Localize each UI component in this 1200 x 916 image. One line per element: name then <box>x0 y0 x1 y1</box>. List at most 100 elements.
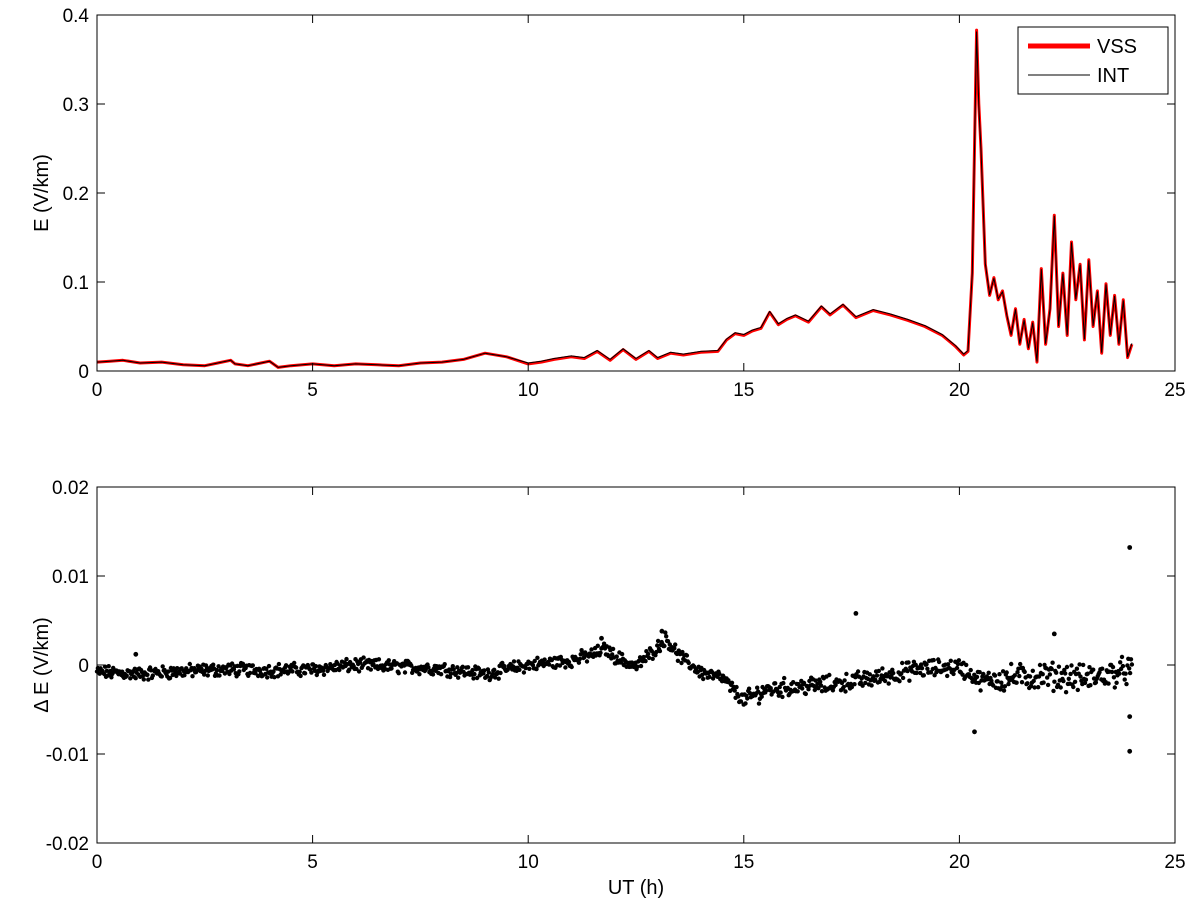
scatter-point <box>563 665 568 670</box>
scatter-point <box>368 667 373 672</box>
scatter-point <box>302 671 308 676</box>
scatter-point <box>664 634 669 639</box>
scatter-point <box>931 657 936 663</box>
scatter-point <box>1093 680 1099 685</box>
scatter-point <box>936 659 942 665</box>
scatter-point <box>955 661 961 667</box>
scatter-point <box>1072 679 1078 684</box>
scatter-point <box>1030 668 1036 673</box>
scatter-point <box>945 662 951 667</box>
scatter-point <box>995 679 1000 684</box>
scatter-point <box>1062 667 1067 673</box>
bottom-x-tick-label: 0 <box>92 852 103 873</box>
scatter-point <box>214 667 219 673</box>
scatter-point <box>707 674 712 680</box>
scatter-point <box>655 638 661 644</box>
scatter-point <box>778 690 783 695</box>
scatter-point <box>841 684 846 690</box>
scatter-point <box>729 680 735 685</box>
scatter-point <box>981 671 986 677</box>
scatter-point <box>276 661 282 667</box>
series-line-int <box>96 31 1133 368</box>
scatter-point <box>756 701 762 706</box>
scatter-point <box>237 669 242 674</box>
top-y-tick-label: 0.3 <box>63 95 89 116</box>
scatter-point <box>745 696 750 701</box>
legend-box <box>1017 26 1169 95</box>
scatter-point <box>389 666 394 671</box>
scatter-point <box>986 670 991 675</box>
scatter-point <box>880 666 885 671</box>
scatter-point <box>472 671 477 677</box>
scatter-point <box>999 680 1004 685</box>
legend-label-int: INT <box>1097 65 1129 87</box>
scatter-point <box>1122 677 1127 682</box>
scatter-point <box>1000 669 1006 674</box>
scatter-point <box>272 675 277 680</box>
scatter-point <box>492 675 498 680</box>
scatter-point <box>925 666 930 671</box>
scatter-point <box>1019 680 1025 685</box>
scatter-point <box>460 664 465 669</box>
scatter-point <box>133 676 138 681</box>
scatter-point <box>646 655 652 661</box>
scatter-point <box>426 665 431 670</box>
scatter-point <box>1032 685 1037 690</box>
scatter-point <box>818 683 824 688</box>
scatter-point <box>743 701 748 706</box>
scatter-point <box>313 664 319 669</box>
scatter-point <box>376 657 382 662</box>
scatter-point <box>800 686 805 691</box>
scatter-point <box>576 660 582 665</box>
scatter-point <box>309 670 314 675</box>
scatter-point <box>662 643 667 649</box>
scatter-point <box>1006 681 1011 687</box>
scatter-point <box>882 678 888 684</box>
scatter-point <box>701 676 706 682</box>
scatter-point <box>1040 672 1045 677</box>
scatter-point <box>833 682 838 688</box>
top-legend: VSS INT <box>1017 26 1169 95</box>
scatter-point <box>771 689 776 694</box>
scatter-point <box>768 686 773 691</box>
scatter-outlier-point <box>1127 714 1133 719</box>
scatter-point <box>361 655 366 660</box>
scatter-point <box>337 667 342 673</box>
scatter-point <box>1056 664 1062 669</box>
scatter-point <box>1041 680 1046 685</box>
scatter-point <box>1063 690 1069 695</box>
bottom-x-tick-label: 25 <box>1164 852 1185 873</box>
scatter-point <box>471 676 476 681</box>
scatter-point <box>638 663 644 669</box>
scatter-point <box>1045 682 1051 688</box>
scatter-point <box>665 639 671 644</box>
scatter-point <box>532 658 537 664</box>
scatter-point <box>905 668 910 674</box>
scatter-point <box>1091 667 1096 672</box>
scatter-point <box>409 663 414 668</box>
scatter-point <box>876 668 881 674</box>
top-x-tick-label: 10 <box>518 380 539 401</box>
scatter-point <box>974 674 980 680</box>
scatter-point <box>1123 671 1128 676</box>
scatter-point <box>465 665 471 670</box>
scatter-point <box>211 662 216 667</box>
scatter-point <box>791 680 796 685</box>
scatter-point <box>1012 673 1017 678</box>
bottom-x-tick-label: 20 <box>949 852 970 873</box>
scatter-point <box>679 660 684 666</box>
scatter-point <box>320 668 326 673</box>
scatter-point <box>759 694 764 699</box>
scatter-point <box>106 664 111 669</box>
scatter-point <box>447 674 453 680</box>
scatter-point <box>921 673 926 678</box>
scatter-point <box>1114 680 1119 685</box>
scatter-point <box>582 655 587 660</box>
scatter-point <box>997 672 1002 677</box>
scatter-point <box>819 689 825 694</box>
scatter-point <box>546 662 552 667</box>
scatter-point <box>124 673 129 678</box>
bottom-x-tick-label: 10 <box>518 852 539 873</box>
scatter-point <box>595 643 600 648</box>
